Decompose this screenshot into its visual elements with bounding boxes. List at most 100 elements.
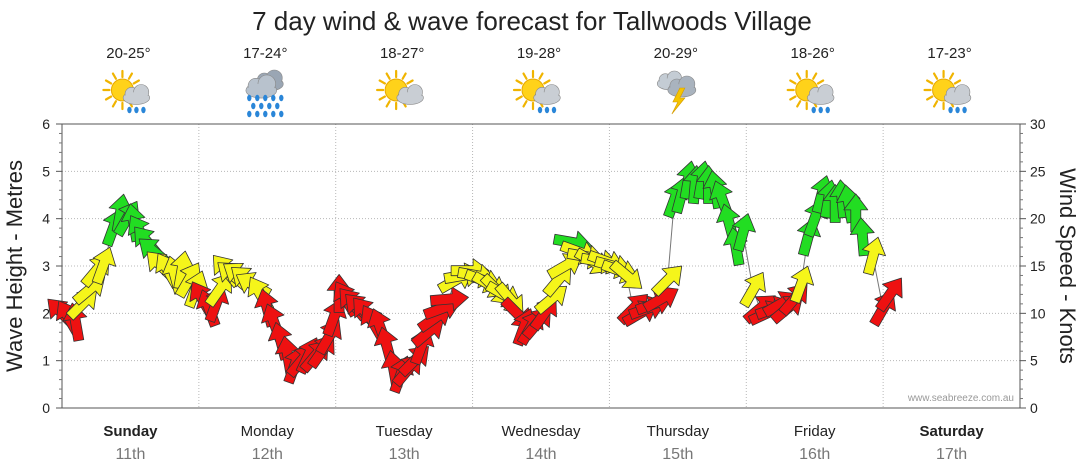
sun-cloud-rain-icon xyxy=(102,69,151,114)
rain-drop xyxy=(255,94,260,102)
rain-drop xyxy=(267,102,272,110)
day-date-label: 13th xyxy=(389,446,420,463)
chart-title: 7 day wind & wave forecast for Tallwoods… xyxy=(252,6,812,36)
tick-label-left: 1 xyxy=(42,353,50,369)
tick-label-left: 3 xyxy=(42,258,50,274)
sun-ray xyxy=(515,79,523,85)
tick-label-right: 5 xyxy=(1030,353,1038,369)
sun-ray xyxy=(522,100,528,108)
weather-icons xyxy=(102,69,972,118)
sun-ray xyxy=(385,72,391,80)
day-date-label: 11th xyxy=(115,446,145,463)
sun-ray xyxy=(789,79,797,85)
sun-ray xyxy=(932,100,939,108)
sun-ray xyxy=(104,79,113,85)
wind-arrow xyxy=(731,213,756,252)
rain-drop xyxy=(255,110,260,118)
rain-drop xyxy=(962,106,967,114)
sun-cloud-icon xyxy=(376,69,424,111)
rain-drop xyxy=(271,110,276,118)
sun-cloud-rain-icon xyxy=(786,69,835,114)
watermark: www.seabreeze.com.au xyxy=(907,393,1014,404)
cloud-fill xyxy=(808,92,834,104)
rain-drop xyxy=(551,106,557,114)
rain-drop xyxy=(544,106,550,114)
day-date-label: 14th xyxy=(525,446,556,463)
tick-label-left: 6 xyxy=(42,116,50,132)
heavy-rain-icon xyxy=(245,69,284,118)
rain-drop xyxy=(279,94,284,102)
storm-icon xyxy=(656,70,697,115)
rain-drop xyxy=(948,106,953,114)
rain-drop xyxy=(263,94,268,102)
plot-area xyxy=(61,123,1021,409)
sun-ray xyxy=(401,72,407,80)
sun-ray xyxy=(515,95,523,101)
lightning-bolt xyxy=(671,87,686,115)
left-axis-title: Wave Height - Metres xyxy=(2,160,27,372)
temperature-labels: 20-25° 17-24° 18-27° 19-28° 20-29° 18-26° 17-2… xyxy=(106,45,972,62)
rain-drop xyxy=(537,106,543,114)
temperature-label: 17-24° xyxy=(243,45,287,62)
sun-ray xyxy=(812,72,818,80)
rain-drop xyxy=(818,106,823,114)
sun-ray xyxy=(926,95,934,101)
temperature-label: 18-26° xyxy=(791,45,835,62)
temperature-label: 17-23° xyxy=(927,45,971,62)
right-axis: 0 5 10 15 20 25 30 xyxy=(1020,116,1046,416)
rain-drop xyxy=(279,110,284,118)
wind-arrow xyxy=(861,236,886,276)
rain-drop xyxy=(275,102,280,110)
day-date-label: 17th xyxy=(936,446,967,463)
day-name-label: Sunday xyxy=(103,423,158,440)
sun-cloud-rain-icon xyxy=(923,69,972,114)
tick-label-right: 20 xyxy=(1030,211,1046,227)
sun-ray xyxy=(796,72,802,80)
wind-arrow xyxy=(609,259,643,289)
temperature-label: 19-28° xyxy=(517,45,561,62)
rain-drop xyxy=(825,106,830,114)
rain-drop xyxy=(141,106,146,114)
sun-ray xyxy=(132,79,140,85)
left-axis: 0 1 2 3 4 5 6 xyxy=(42,116,62,416)
sun-ray xyxy=(538,72,544,80)
sun-ray xyxy=(522,72,528,80)
day-date-label: 12th xyxy=(252,446,283,463)
wind-arrow xyxy=(789,265,815,304)
wind-arrow xyxy=(875,277,903,313)
rain-drop xyxy=(247,110,252,118)
cloud-fill xyxy=(246,83,276,97)
cloud-fill xyxy=(124,92,149,104)
day-name-label: Wednesday xyxy=(502,423,581,440)
temperature-label: 20-25° xyxy=(106,45,150,62)
wind-arrow xyxy=(546,253,583,280)
gridlines xyxy=(62,124,1020,408)
sun-ray xyxy=(406,79,414,85)
temperature-label: 20-29° xyxy=(654,45,698,62)
temperature-label: 18-27° xyxy=(380,45,424,62)
day-date-label: 15th xyxy=(662,446,693,463)
sun-cloud-rain-icon xyxy=(512,69,561,114)
rain-drop xyxy=(811,106,816,114)
cloud-fill xyxy=(945,92,970,104)
tick-label-left: 5 xyxy=(42,163,50,179)
tick-label-left: 0 xyxy=(42,400,50,416)
tick-label-left: 4 xyxy=(42,211,50,227)
rain-drop xyxy=(134,106,139,114)
day-labels: Sunday 11th Monday 12th Tuesday 13th Wednesday… xyxy=(103,423,984,463)
sun-ray xyxy=(816,79,825,85)
day-name-label: Friday xyxy=(794,423,836,440)
day-name-label: Tuesday xyxy=(376,423,433,440)
rain-drop xyxy=(259,102,264,110)
tick-label-right: 10 xyxy=(1030,305,1046,321)
wind-arrow xyxy=(204,272,232,308)
rain-drop xyxy=(127,106,132,114)
sun-ray xyxy=(127,72,134,80)
cloud-fill xyxy=(397,92,423,104)
sun-ray xyxy=(953,79,962,85)
day-name-label: Monday xyxy=(241,423,295,440)
rain-drop xyxy=(263,110,268,118)
sun-ray xyxy=(111,100,118,108)
day-name-label: Saturday xyxy=(919,423,984,440)
